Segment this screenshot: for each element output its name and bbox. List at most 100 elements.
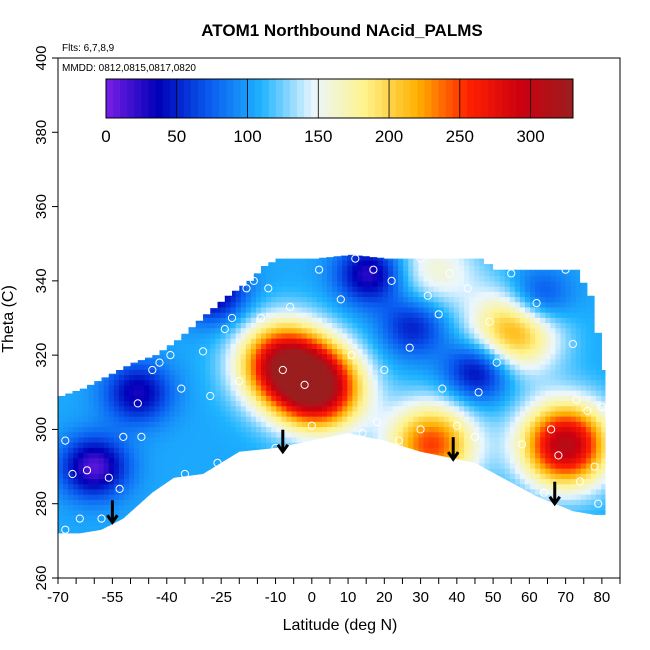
heatmap-cell — [240, 514, 247, 521]
heatmap-cell — [286, 260, 293, 266]
heatmap-cell — [433, 390, 440, 396]
heatmap-cell — [301, 265, 308, 272]
heatmap-cell — [200, 275, 206, 282]
heatmap-cell — [316, 395, 323, 402]
heatmap-cell — [398, 436, 404, 443]
heatmap-cell — [332, 275, 338, 282]
heatmap-cell — [149, 536, 155, 542]
heatmap-cell — [276, 364, 282, 370]
heatmap-cell — [413, 468, 420, 474]
heatmap-cell — [215, 379, 222, 386]
heatmap-cell — [327, 322, 333, 329]
heatmap-cell — [68, 536, 74, 542]
heatmap-cell — [210, 462, 216, 469]
heatmap-cell — [453, 478, 460, 485]
heatmap-cell — [352, 530, 359, 534]
heatmap-cell — [311, 296, 318, 303]
heatmap-cell — [98, 374, 105, 381]
heatmap-cell — [169, 296, 176, 303]
heatmap-cell — [174, 499, 181, 506]
heatmap-cell — [189, 504, 196, 511]
heatmap-cell — [58, 265, 64, 272]
heatmap-cell — [240, 499, 247, 506]
heatmap-cell — [149, 447, 156, 454]
heatmap-cell — [189, 270, 196, 277]
heatmap-cell — [382, 332, 389, 339]
heatmap-cell — [98, 473, 105, 480]
heatmap-cell — [129, 509, 135, 516]
heatmap-cell — [174, 478, 181, 485]
heatmap-cell — [443, 260, 450, 266]
heatmap-cell — [261, 322, 267, 329]
heatmap-cell — [174, 364, 181, 370]
heatmap-cell — [276, 379, 282, 386]
heatmap-cell — [316, 436, 323, 443]
heatmap-cell — [504, 254, 511, 261]
heatmap-cell — [433, 296, 440, 303]
heatmap-cell — [484, 254, 491, 261]
heatmap-cell — [169, 436, 176, 443]
heatmap-cell — [108, 426, 115, 433]
heatmap-cell — [342, 530, 348, 534]
heatmap-cell — [281, 494, 288, 500]
heatmap-cell — [413, 462, 420, 469]
heatmap-cell — [423, 369, 430, 376]
heatmap-cell — [484, 473, 491, 480]
heatmap-cell — [118, 353, 125, 360]
heatmap-cell — [296, 358, 303, 365]
heatmap-cell — [68, 494, 74, 500]
heatmap-cell — [479, 265, 485, 272]
heatmap-cell — [78, 280, 84, 287]
heatmap-cell — [88, 410, 95, 417]
heatmap-cell — [149, 265, 156, 272]
heatmap-cell — [413, 431, 420, 438]
heatmap-cell — [413, 416, 420, 422]
heatmap-cell — [63, 416, 69, 422]
heatmap-cell — [494, 395, 501, 402]
heatmap-cell — [469, 332, 475, 339]
heatmap-cell — [337, 478, 343, 485]
heatmap-cell — [184, 364, 191, 370]
heatmap-cell — [220, 358, 227, 365]
heatmap-cell — [134, 499, 140, 506]
heatmap-cell — [266, 364, 272, 370]
heatmap-cell — [195, 338, 201, 344]
heatmap-cell — [321, 317, 328, 324]
heatmap-cell — [220, 343, 227, 350]
heatmap-cell — [200, 457, 206, 464]
heatmap-cell — [144, 431, 150, 438]
heatmap-cell — [118, 374, 125, 381]
heatmap-cell — [235, 447, 242, 454]
heatmap-cell — [164, 514, 171, 521]
heatmap-cell — [139, 530, 145, 534]
heatmap-cell — [342, 426, 348, 433]
heatmap-cell — [108, 254, 115, 256]
heatmap-cell — [489, 436, 496, 443]
heatmap-cell — [484, 332, 491, 339]
heatmap-cell — [281, 514, 288, 521]
heatmap-cell — [408, 514, 414, 521]
heatmap-cell — [484, 317, 491, 324]
heatmap-cell — [118, 254, 125, 256]
heatmap-cell — [382, 499, 389, 506]
heatmap-cell — [494, 374, 501, 381]
heatmap-cell — [189, 436, 196, 443]
heatmap-cell — [123, 462, 130, 469]
heatmap-cell — [159, 442, 166, 448]
heatmap-cell — [438, 327, 445, 334]
heatmap-cell — [296, 286, 303, 292]
heatmap-cell — [362, 421, 369, 428]
heatmap-cell — [321, 400, 328, 407]
heatmap-cell — [129, 317, 135, 324]
heatmap-cell — [367, 384, 374, 391]
heatmap-cell — [184, 442, 191, 448]
heatmap-cell — [245, 301, 252, 308]
heatmap-cell — [357, 390, 364, 396]
heatmap-cell — [276, 509, 282, 516]
heatmap-cell — [108, 301, 115, 308]
heatmap-cell — [408, 468, 414, 474]
heatmap-cell — [469, 509, 475, 516]
heatmap-cell — [200, 270, 206, 277]
heatmap-cell — [296, 296, 303, 303]
heatmap-cell — [377, 395, 384, 402]
